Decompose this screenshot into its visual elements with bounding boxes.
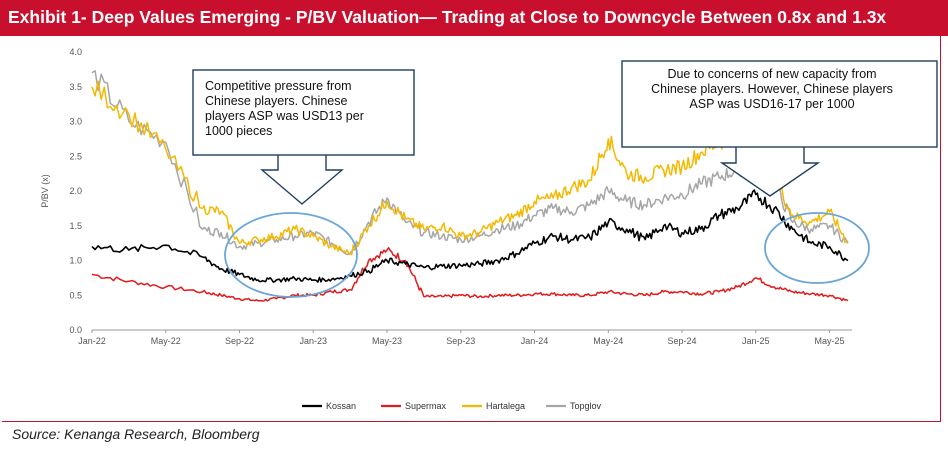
y-axis-label: P/BV (x) (40, 174, 50, 208)
x-tick-label: May-25 (815, 336, 845, 346)
x-tick-label: Jan-25 (742, 336, 770, 346)
x-tick-label: May-22 (151, 336, 181, 346)
callout-arrow (719, 147, 821, 197)
legend: Kossan Supermax Hartalega Topglov (302, 401, 602, 411)
y-tick-label: 4.0 (69, 47, 82, 57)
callout-text-line: Due to concerns of new capacity from (667, 67, 876, 81)
x-tick-label: Jan-23 (300, 336, 328, 346)
title-banner: Exhibit 1- Deep Values Emerging - P/BV V… (0, 0, 948, 36)
series-line-supermax (91, 247, 849, 302)
pbv-line-chart: 0.0 0.5 1.0 1.5 2.0 2.5 3.0 3.5 4.0 P/BV (x) Jan-2… (40, 47, 938, 411)
x-tick-label: Sep-24 (668, 336, 697, 346)
y-tick-label: 2.0 (69, 186, 82, 196)
legend-label-topglov: Topglov (570, 401, 602, 411)
callout-text-line: 1000 pieces (205, 124, 272, 138)
callout-text-line: players ASP was USD13 per (205, 109, 364, 123)
y-tick-label: 1.5 (69, 221, 82, 231)
legend-label-kossan: Kossan (326, 401, 356, 411)
callout-box (621, 60, 938, 148)
callout-box (192, 69, 415, 156)
series-line-topglov (91, 70, 849, 256)
x-tick-label: May-24 (593, 336, 623, 346)
highlight-ellipse-2022-23 (224, 212, 358, 298)
x-tick-label: Sep-23 (446, 336, 475, 346)
axes: 0.0 0.5 1.0 1.5 2.0 2.5 3.0 3.5 4.0 P/BV (x) Jan-2… (40, 47, 852, 346)
y-tick-label: 2.5 (69, 151, 82, 161)
chart-frame (2, 36, 941, 422)
source-note: Source: Kenanga Research, Bloomberg (12, 426, 260, 442)
series-line-kossan (91, 189, 849, 283)
legend-label-supermax: Supermax (405, 401, 447, 411)
y-tick-label: 0.0 (69, 325, 82, 335)
x-tick-label: Sep-22 (225, 336, 254, 346)
series-lines (91, 70, 849, 302)
callout-text-line: ASP was USD16-17 per 1000 (689, 97, 854, 111)
callout-arrow (260, 155, 344, 205)
highlight-ellipses (224, 212, 870, 298)
highlight-ellipse-2025 (764, 212, 870, 284)
y-tick-label: 3.0 (69, 117, 82, 127)
legend-label-hartalega: Hartalega (486, 401, 525, 411)
y-tick-label: 0.5 (69, 290, 82, 300)
callout-text-line: Competitive pressure from (205, 79, 352, 93)
callout-text-line: Chinese players. However, Chinese player… (651, 82, 893, 96)
chart-title: Exhibit 1- Deep Values Emerging - P/BV V… (8, 7, 887, 27)
x-tick-label: Jan-24 (521, 336, 549, 346)
x-tick-label: Jan-22 (78, 336, 106, 346)
y-tick-label: 1.0 (69, 256, 82, 266)
callout-text-line: Chinese players. Chinese (205, 94, 347, 108)
x-tick-label: May-23 (372, 336, 402, 346)
y-tick-label: 3.5 (69, 82, 82, 92)
